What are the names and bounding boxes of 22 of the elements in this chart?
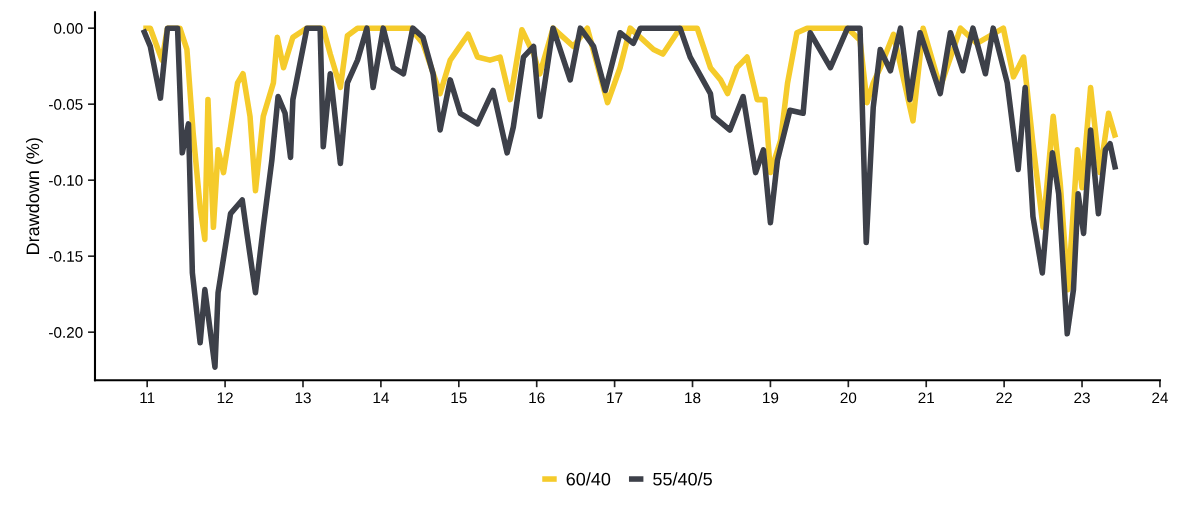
x-tick-label: 22 [996, 392, 1012, 404]
x-tick-label: 16 [529, 392, 545, 404]
y-tick-label: -0.15 [49, 251, 83, 262]
x-tick-label: 15 [451, 392, 467, 404]
x-tick-label: 20 [840, 392, 857, 404]
x-tick-label: 21 [918, 392, 934, 404]
y-tick-label: 0.00 [54, 23, 83, 34]
y-axis-title: Drawdown (%) [25, 138, 43, 254]
x-tick-label: 23 [1074, 392, 1090, 404]
y-tick-label: -0.05 [49, 99, 83, 110]
legend-label: 55/40/5 [653, 472, 712, 486]
y-tick-label: -0.20 [49, 327, 83, 338]
x-tick-label: 24 [1152, 392, 1168, 404]
x-tick-label: 12 [217, 392, 233, 404]
x-tick-label: 14 [373, 392, 389, 404]
x-tick-label: 13 [295, 392, 311, 404]
x-tick-label: 11 [140, 392, 155, 404]
y-tick-label: -0.10 [49, 175, 83, 186]
x-tick-label: 18 [685, 392, 701, 404]
x-tick-label: 19 [763, 392, 779, 404]
x-tick-label: 17 [607, 392, 623, 404]
legend-label: 60/40 [566, 472, 611, 486]
